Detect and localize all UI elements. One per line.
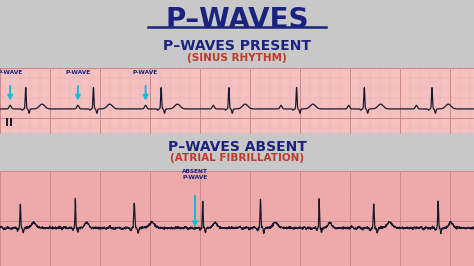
Text: ABSENT
P-WAVE: ABSENT P-WAVE xyxy=(182,169,208,180)
Text: (SINUS RHYTHM): (SINUS RHYTHM) xyxy=(187,53,287,63)
Text: II: II xyxy=(5,118,13,128)
Text: P-WAVE: P-WAVE xyxy=(133,70,158,75)
Text: P–WAVES PRESENT: P–WAVES PRESENT xyxy=(163,39,311,53)
Text: P–WAVES ABSENT: P–WAVES ABSENT xyxy=(168,140,306,154)
Bar xyxy=(0,68,474,133)
Text: P-WAVE: P-WAVE xyxy=(65,70,91,75)
Text: P–WAVES: P–WAVES xyxy=(165,6,309,34)
Text: P-WAVE: P-WAVE xyxy=(0,70,23,75)
Text: (ATRIAL FIBRILLATION): (ATRIAL FIBRILLATION) xyxy=(170,153,304,163)
Bar xyxy=(0,171,474,266)
